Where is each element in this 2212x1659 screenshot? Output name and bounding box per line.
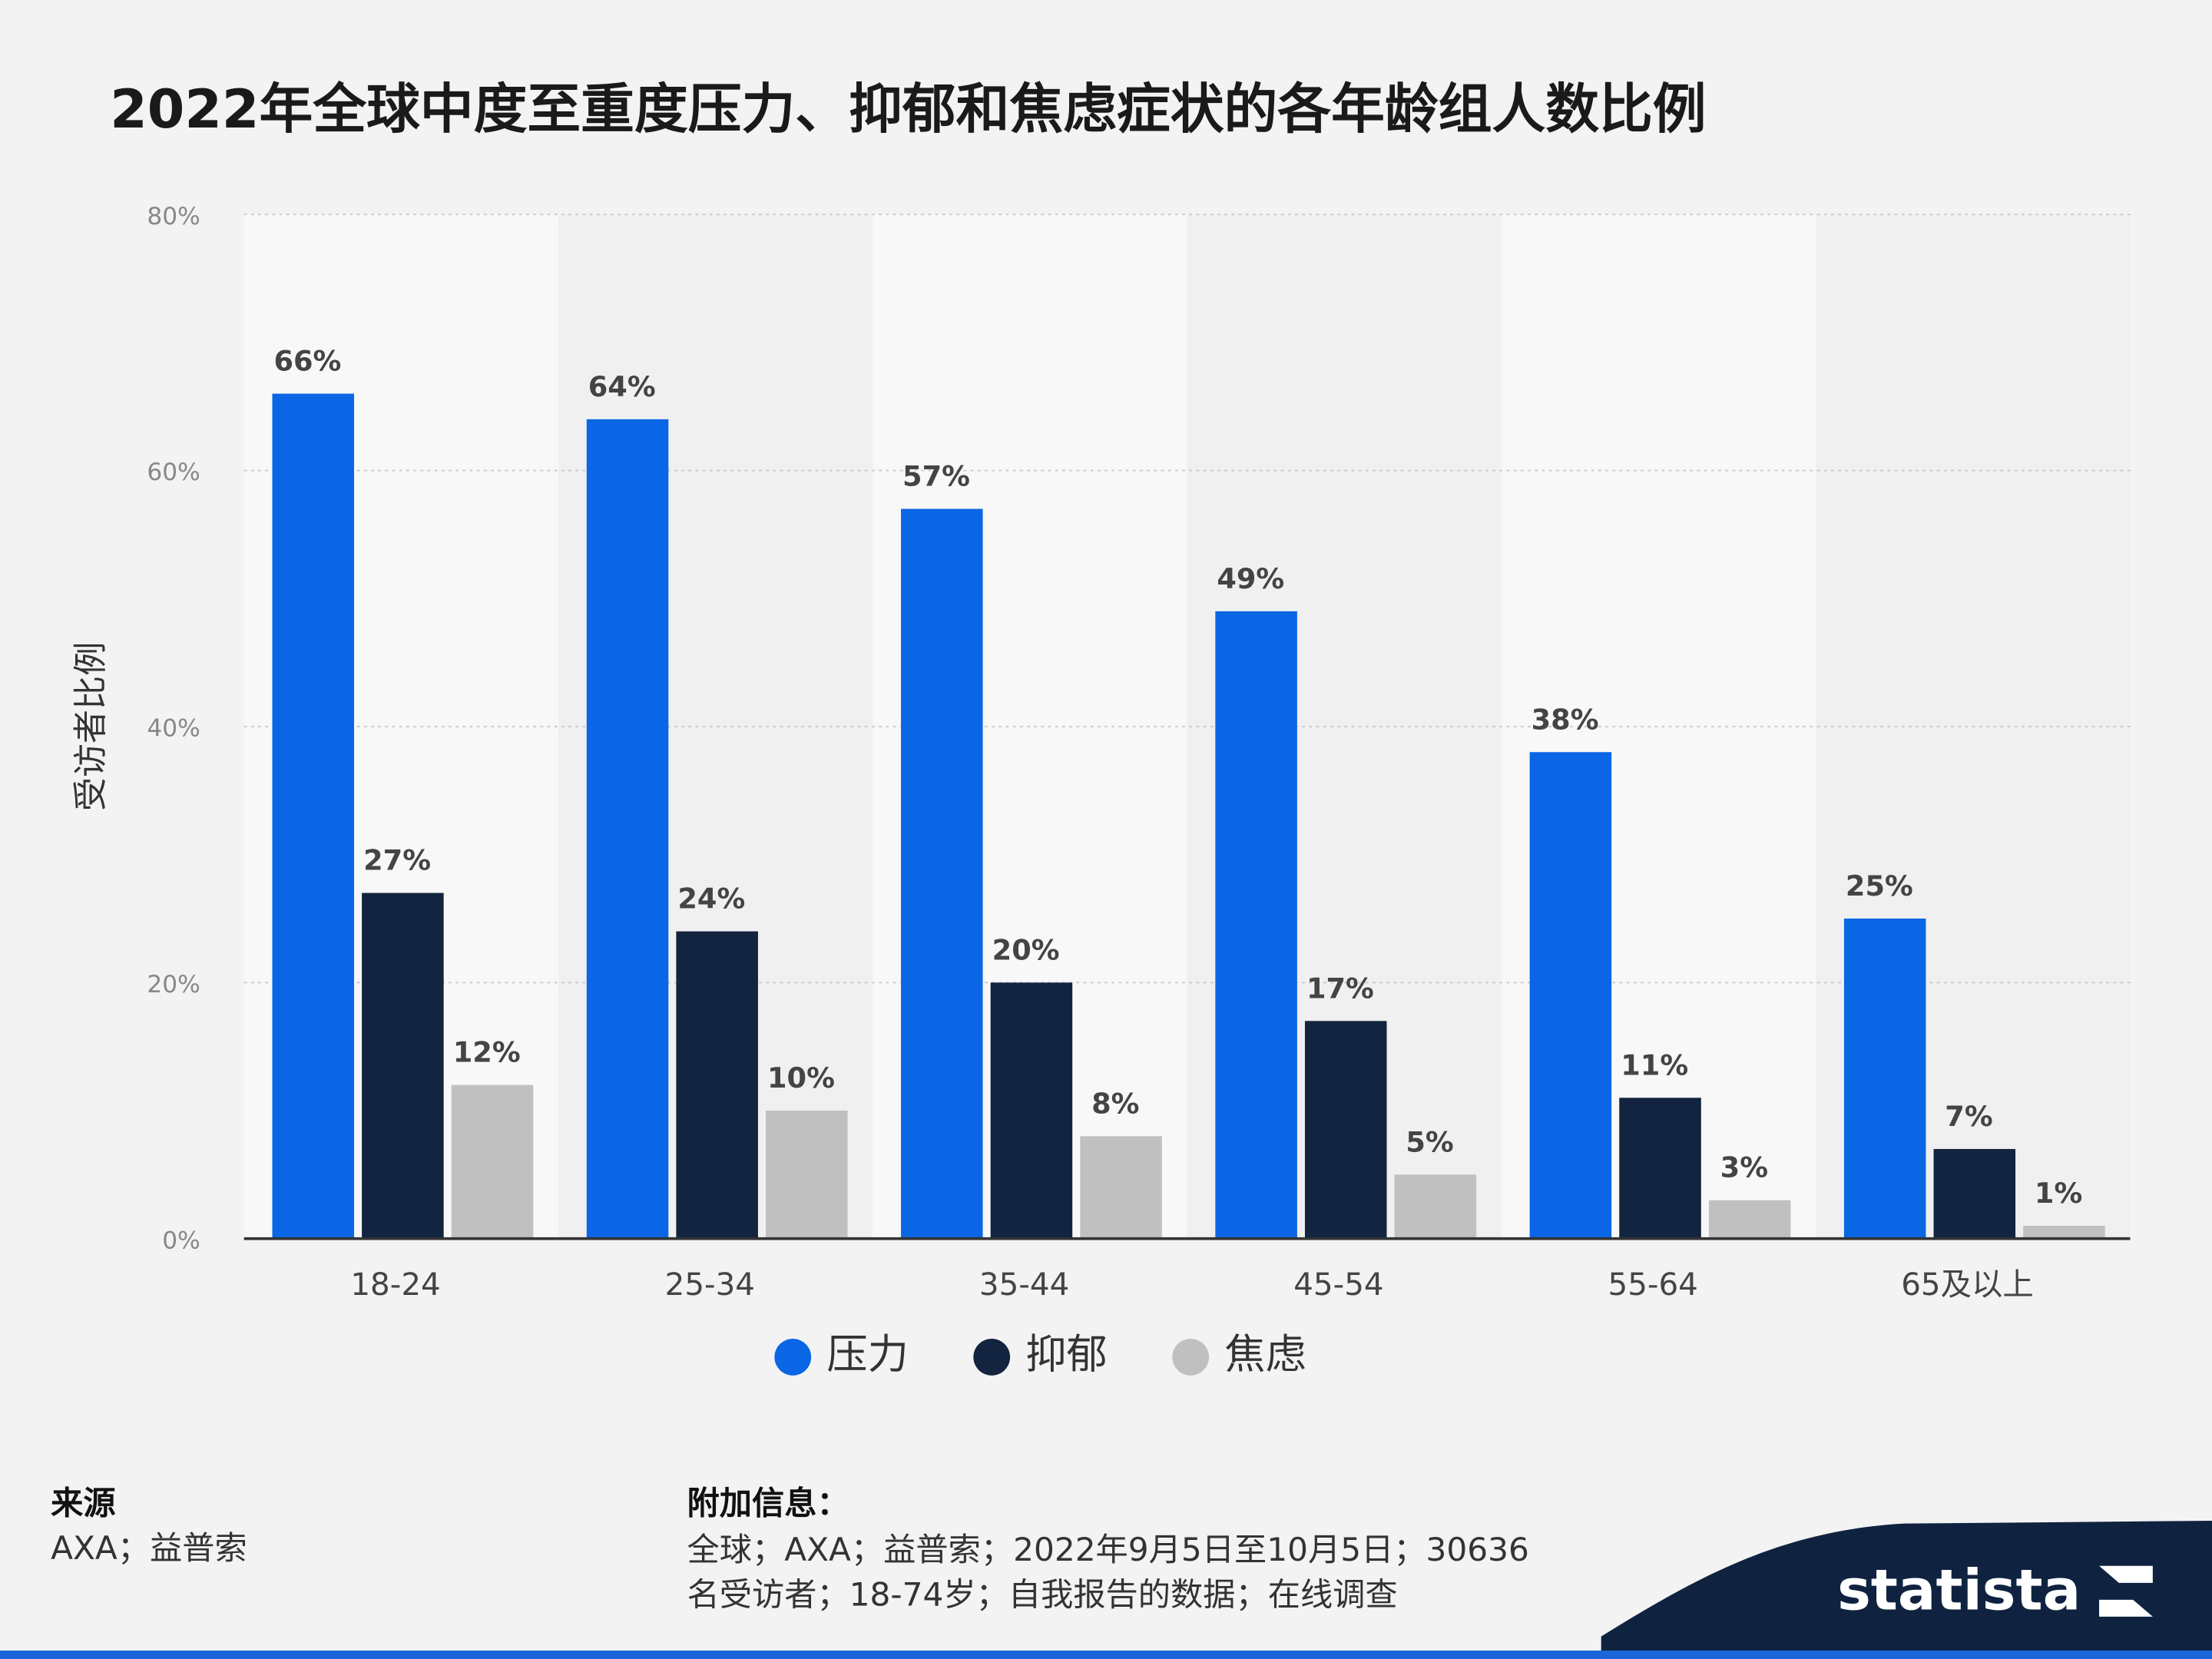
bar [1619,1098,1701,1239]
value-label: 17% [1306,972,1374,1005]
value-label: 20% [992,933,1060,966]
bar [2023,1225,2105,1239]
value-label: 8% [1091,1087,1139,1120]
x-tick-label: 55-64 [1608,1266,1698,1303]
legend-label: 抑郁 [1025,1331,1108,1379]
x-tick-label: 35-44 [979,1266,1069,1303]
bar [1843,918,1926,1239]
legend-marker [1172,1339,1210,1376]
value-label: 11% [1621,1048,1688,1081]
y-tick-label: 60% [147,459,200,486]
bar [272,393,355,1239]
value-label: 5% [1406,1125,1453,1158]
y-tick-label: 0% [162,1227,200,1254]
bar [1394,1174,1477,1239]
legend-label: 压力 [826,1331,909,1379]
chart-title: 2022年全球中度至重度压力、抑郁和焦虑症状的各年龄组人数比例 [110,78,1706,141]
value-label: 12% [453,1036,521,1069]
bar [1304,1021,1387,1239]
value-label: 27% [363,844,431,877]
bar [1933,1148,2016,1239]
value-label: 49% [1217,562,1284,595]
y-tick-label: 80% [147,203,200,230]
bar [1215,611,1297,1239]
value-label: 57% [902,460,970,493]
bar [676,931,758,1239]
bar [990,982,1073,1239]
y-tick-label: 20% [147,971,200,998]
brand-shape [1601,1521,2212,1659]
source: AXA；益普索 [51,1529,247,1567]
value-label: 10% [767,1061,835,1094]
x-tick-label: 18-24 [350,1266,440,1303]
bar [586,419,669,1239]
brand-stripe [0,1650,2212,1659]
legend-label: 焦虑 [1224,1331,1306,1379]
info-title: 附加信息： [687,1484,849,1522]
info-line: 全球；AXA；益普索；2022年9月5日至10月5日；30636 [687,1531,1528,1568]
bar [766,1110,848,1239]
value-label: 7% [1945,1100,1992,1133]
x-tick-label: 25-34 [665,1266,755,1303]
bar [901,508,983,1239]
x-tick-label: 45-54 [1293,1266,1383,1303]
brand-icon [2099,1565,2153,1617]
value-label: 66% [273,345,341,378]
value-label: 24% [677,882,745,916]
legend-marker [774,1339,812,1376]
info-line: 名受访者；18-74岁；自我报告的数据；在线调查 [687,1576,1397,1614]
y-axis-label: 受访者比例 [71,642,111,811]
value-label: 38% [1532,703,1599,736]
bar [362,892,444,1239]
bar [1708,1200,1791,1239]
bar [451,1084,534,1239]
value-label: 25% [1846,869,1913,902]
value-label: 1% [2035,1177,2082,1210]
bar [1529,752,1612,1239]
legend-marker [973,1339,1011,1376]
source-title: 来源 [51,1484,115,1522]
x-tick-label: 65及以上 [1901,1266,2034,1303]
value-label: 64% [588,370,656,403]
bar [1080,1136,1162,1239]
value-label: 3% [1720,1151,1768,1184]
y-tick-label: 40% [147,715,200,743]
brand: statista [1837,1558,2081,1624]
